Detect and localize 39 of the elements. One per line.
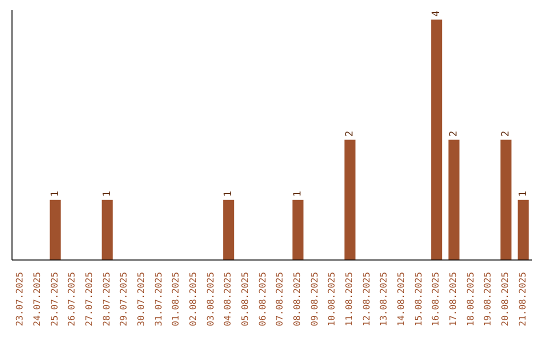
data-label: 1 [292,190,304,197]
x-tick-label: 25.07.2025 [50,272,60,326]
x-tick-label: 14.08.2025 [397,272,407,326]
data-label: 1 [102,190,113,197]
x-tick-label: 27.07.2025 [85,272,95,326]
x-tick-label: 28.07.2025 [102,272,112,326]
x-tick-label: 06.08.2025 [258,272,268,326]
x-tick-label: 07.08.2025 [276,272,286,326]
x-tick-label: 03.08.2025 [206,272,216,326]
x-tick-label: 12.08.2025 [362,272,372,326]
data-label: 2 [344,130,356,137]
data-label: 2 [448,130,460,137]
x-tick-label: 29.07.2025 [120,272,130,326]
x-tick-label: 24.07.2025 [33,272,43,326]
x-tick-label: 04.08.2025 [224,272,234,326]
data-label: 1 [50,190,61,197]
x-tick-label: 15.08.2025 [414,272,424,326]
x-tick-label: 01.08.2025 [172,272,182,326]
x-tick-label: 09.08.2025 [310,272,320,326]
x-tick-label: 26.07.2025 [68,272,78,326]
x-tick-label: 21.08.2025 [518,272,528,326]
x-tick-label: 19.08.2025 [484,272,494,326]
x-tick-label: 16.08.2025 [432,272,442,326]
x-tick-label: 02.08.2025 [189,272,199,326]
x-tick-label: 23.07.2025 [16,272,26,326]
x-tick-label: 11.08.2025 [345,272,355,326]
x-tick-label: 08.08.2025 [293,272,303,326]
x-tick-label: 31.07.2025 [154,272,164,326]
x-tick-label: 18.08.2025 [466,272,476,326]
x-tick-label: 30.07.2025 [137,272,147,326]
x-tick-label: 20.08.2025 [501,272,511,326]
data-label: 1 [518,190,529,197]
x-tick-label: 10.08.2025 [328,272,338,326]
x-tick-label: 05.08.2025 [241,272,251,326]
data-label: 2 [500,130,512,137]
x-tick-label: 13.08.2025 [380,272,390,326]
data-label: 4 [431,10,442,17]
x-tick-label: 17.08.2025 [449,272,459,326]
data-label: 1 [223,190,234,197]
